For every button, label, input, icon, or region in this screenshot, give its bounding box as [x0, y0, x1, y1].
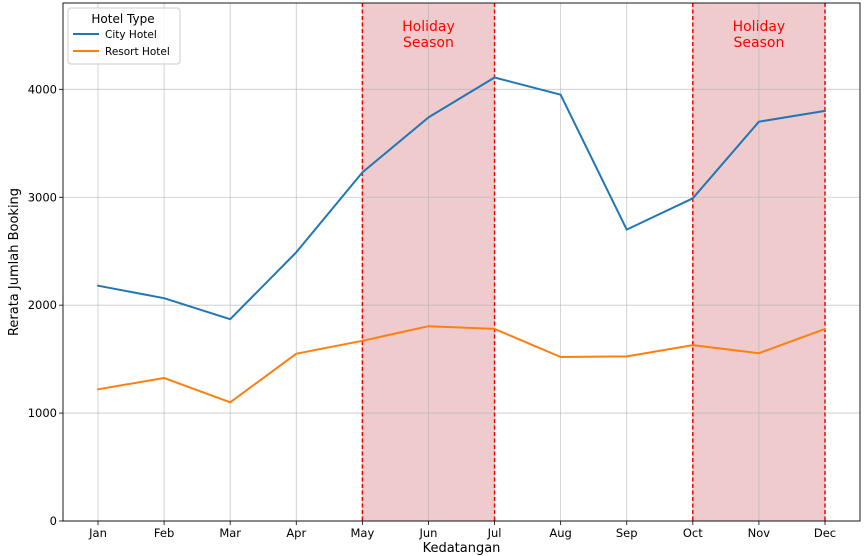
legend-label: City Hotel	[105, 29, 157, 41]
y-axis-label: Rerata Jumlah Booking	[7, 188, 22, 336]
x-axis-label: Kedatangan	[423, 541, 501, 556]
x-tick-label: Jun	[418, 526, 437, 540]
series-line-city-hotel	[97, 76, 826, 321]
x-tick-label: Feb	[154, 526, 174, 540]
holiday-label: Holiday Season	[733, 19, 786, 51]
plot-frame	[62, 2, 861, 522]
y-tick-label: 0	[50, 514, 57, 528]
x-tick-label: Oct	[683, 526, 703, 540]
series-line-resort-hotel	[97, 325, 826, 404]
x-tick-label: Nov	[748, 526, 771, 540]
y-tick-label: 1000	[28, 406, 57, 420]
x-tick-label: Sep	[616, 526, 638, 540]
x-tick-label: Mar	[219, 526, 241, 540]
x-tick-label: May	[350, 526, 374, 540]
holiday-label: Holiday Season	[402, 19, 455, 51]
x-tick-label: Apr	[286, 526, 306, 540]
x-tick-label: Jul	[487, 526, 502, 540]
y-tick-label: 2000	[28, 298, 57, 312]
x-tick-label: Dec	[814, 526, 836, 540]
y-tick-label: 4000	[28, 82, 57, 96]
legend-label: Resort Hotel	[105, 46, 170, 58]
legend-title: Hotel Type	[91, 12, 154, 26]
x-tick-label: Aug	[549, 526, 571, 540]
x-tick-label: Jan	[88, 526, 107, 540]
y-tick-label: 3000	[28, 190, 57, 204]
